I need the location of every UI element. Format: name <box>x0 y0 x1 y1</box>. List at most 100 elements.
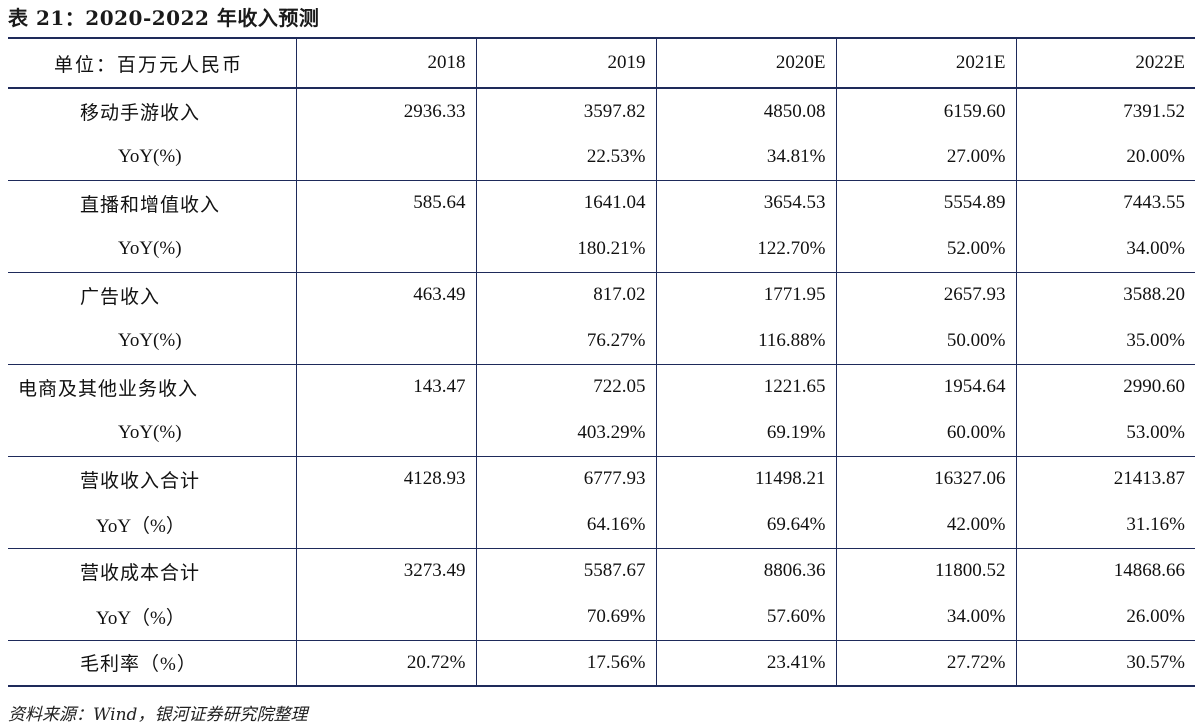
table-cell: 30.57% <box>1016 640 1195 687</box>
table-cell: 7391.52 <box>1123 100 1185 122</box>
table-cell: 57.60% <box>656 594 837 641</box>
table-cell <box>296 226 477 273</box>
table-cell: 6777.93 <box>476 456 657 502</box>
table-cell: 27.00% <box>836 134 1017 181</box>
yoy-label: YoY(%) <box>8 410 297 457</box>
table-cell: 60.00% <box>836 410 1017 457</box>
table-cell: 4850.08 <box>656 88 837 134</box>
year-header: 2018 <box>296 37 477 89</box>
table-title: 表 21：2020-2022 年收入预测 <box>8 6 320 30</box>
table-cell: 1954.64 <box>836 364 1017 410</box>
yoy-label: YoY（%） <box>8 594 297 641</box>
table-row: 营收收入合计 4128.93 6777.93 11498.21 16327.06… <box>8 456 1195 502</box>
table-cell: 11498.21 <box>656 456 837 502</box>
table-row: 电商及其他业务收入 143.47 722.05 1221.65 1954.64 … <box>8 364 1195 410</box>
table-cell: 70.69% <box>476 594 657 641</box>
yoy-label: YoY（%） <box>8 502 297 549</box>
table-cell: 7443.55 <box>1123 192 1185 214</box>
table-cell: 50.00% <box>836 318 1017 365</box>
year-header: 2020E <box>656 37 837 89</box>
table-row-yoy: YoY（%） 64.16% 69.64% 42.00% 31.16% <box>8 502 1195 549</box>
table-cell: 122.70% <box>656 226 837 273</box>
row-label: 毛利率（%） <box>8 640 297 687</box>
table-cell: 21413.87 <box>1113 468 1185 490</box>
table-cell: 4128.93 <box>296 456 477 502</box>
table-cell: 34.81% <box>656 134 837 181</box>
table-cell: 143.47 <box>296 364 477 410</box>
table-cell: 1641.04 <box>476 180 657 226</box>
table-cell: 31.16% <box>1016 502 1195 549</box>
header-row: 单位：百万元人民币 2018 2019 2020E 2021E 2022E <box>8 37 1195 89</box>
table-cell <box>296 502 477 549</box>
table-cell: 26.00% <box>1016 594 1195 641</box>
table-cell: 23.41% <box>656 640 837 687</box>
table-cell: 11800.52 <box>836 548 1017 594</box>
table-cell: 69.19% <box>656 410 837 457</box>
row-label: 电商及其他业务收入 <box>8 364 297 410</box>
table-cell <box>296 594 477 641</box>
table-cell: 6159.60 <box>836 88 1017 134</box>
table-cell: 17.56% <box>476 640 657 687</box>
year-header: 2019 <box>476 37 657 89</box>
table-cell: 3273.49 <box>296 548 477 594</box>
table-cell: 2936.33 <box>296 88 477 134</box>
table-cell: 8806.36 <box>656 548 837 594</box>
source-note: 资料来源：Wind，银河证券研究院整理 <box>8 705 308 725</box>
table-cell: 76.27% <box>476 318 657 365</box>
table-cell: 34.00% <box>836 594 1017 641</box>
table-cell: 1221.65 <box>656 364 837 410</box>
table-cell: 20.72% <box>296 640 477 687</box>
table-cell: 22.53% <box>476 134 657 181</box>
row-label: 移动手游收入 <box>8 88 297 134</box>
table-cell: 5587.67 <box>476 548 657 594</box>
yoy-label: YoY(%) <box>8 226 297 273</box>
table-cell: 3588.20 <box>1123 284 1185 306</box>
table-row-yoy: YoY(%) 76.27% 116.88% 50.00% 35.00% <box>8 318 1195 365</box>
table-row: 营收成本合计 3273.49 5587.67 8806.36 11800.52 … <box>8 548 1195 594</box>
table-cell: 722.05 <box>476 364 657 410</box>
year-header: 2022E <box>1016 37 1195 89</box>
table-cell: 180.21% <box>476 226 657 273</box>
table-cell: 14868.66 <box>1113 560 1185 582</box>
table-row: 移动手游收入 2936.33 3597.82 4850.08 6159.60 7… <box>8 88 1195 134</box>
table-cell: 585.64 <box>296 180 477 226</box>
table-cell <box>296 318 477 365</box>
row-label: 广告收入 <box>8 272 297 318</box>
row-label: 营收收入合计 <box>8 456 297 502</box>
table-cell: 463.49 <box>296 272 477 318</box>
table-cell: 3654.53 <box>656 180 837 226</box>
table-cell: 64.16% <box>476 502 657 549</box>
table-row: 广告收入 463.49 817.02 1771.95 2657.93 3588.… <box>8 272 1195 318</box>
table-cell: 2657.93 <box>836 272 1017 318</box>
yoy-label: YoY(%) <box>8 318 297 365</box>
row-label: 营收成本合计 <box>8 548 297 594</box>
table-cell: 817.02 <box>476 272 657 318</box>
revenue-forecast-table: 单位：百万元人民币 2018 2019 2020E 2021E 2022E 移动… <box>8 37 1195 687</box>
table-cell <box>296 134 477 181</box>
yoy-label: YoY(%) <box>8 134 297 181</box>
table-cell: 34.00% <box>1016 226 1195 273</box>
table-cell: 35.00% <box>1016 318 1195 365</box>
table-cell: 116.88% <box>656 318 837 365</box>
table-cell: 20.00% <box>1016 134 1195 181</box>
year-header: 2021E <box>836 37 1017 89</box>
revenue-forecast-table-container: 单位：百万元人民币 2018 2019 2020E 2021E 2022E 移动… <box>8 37 1195 687</box>
table-cell: 403.29% <box>476 410 657 457</box>
table-cell: 69.64% <box>656 502 837 549</box>
table-row-yoy: YoY（%） 70.69% 57.60% 34.00% 26.00% <box>8 594 1195 641</box>
table-cell: 52.00% <box>836 226 1017 273</box>
table-cell: 16327.06 <box>836 456 1017 502</box>
table-cell <box>296 410 477 457</box>
table-row-yoy: YoY(%) 22.53% 34.81% 27.00% 20.00% <box>8 134 1195 181</box>
table-cell: 53.00% <box>1016 410 1195 457</box>
table-cell: 3597.82 <box>476 88 657 134</box>
table-cell: 27.72% <box>836 640 1017 687</box>
table-cell: 1771.95 <box>656 272 837 318</box>
table-row-yoy: YoY(%) 180.21% 122.70% 52.00% 34.00% <box>8 226 1195 273</box>
table-cell: 5554.89 <box>836 180 1017 226</box>
gross-margin-row: 毛利率（%） 20.72% 17.56% 23.41% 27.72% 30.57… <box>8 640 1195 687</box>
table-cell: 2990.60 <box>1123 376 1185 398</box>
table-row-yoy: YoY(%) 403.29% 69.19% 60.00% 53.00% <box>8 410 1195 457</box>
table-row: 直播和增值收入 585.64 1641.04 3654.53 5554.89 7… <box>8 180 1195 226</box>
table-cell: 42.00% <box>836 502 1017 549</box>
